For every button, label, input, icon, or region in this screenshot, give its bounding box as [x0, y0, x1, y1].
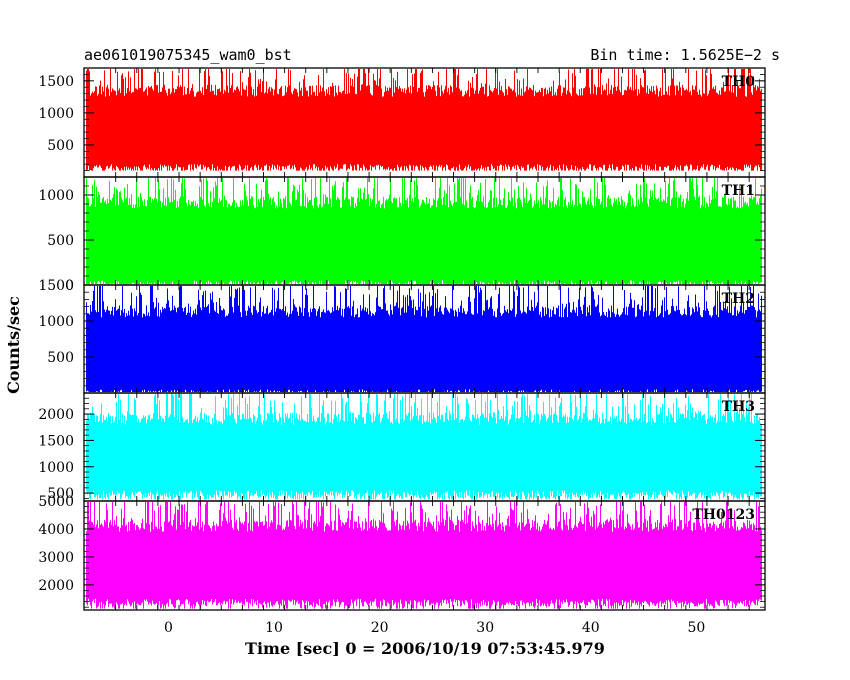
bin-time-label: Bin time: 1.5625E−2 s [590, 46, 780, 64]
y-tick-label: 1500 [38, 74, 74, 90]
panel-name: TH3 [722, 399, 755, 415]
series-th1 [86, 178, 762, 284]
y-tick-label: 4000 [38, 522, 74, 538]
panel-name: TH1 [722, 183, 755, 199]
panel-th0: 500 1000 1500 TH0 [38, 67, 766, 178]
x-tick-label: 30 [476, 620, 494, 636]
y-tick-label: 500 [47, 233, 74, 249]
series-th2 [86, 286, 762, 392]
panel-th1: 0 500 1000 TH1 [38, 176, 766, 294]
y-axis-label: Counts/sec [4, 296, 23, 394]
y-tick-label: 1500 [38, 278, 74, 294]
panel-name: TH0123 [692, 507, 755, 523]
y-tick-label: 1000 [38, 314, 74, 330]
panel-frame [83, 500, 766, 611]
y-tick-label: 5000 [38, 494, 74, 510]
y-tick-label: 500 [47, 138, 74, 154]
series-th0 [86, 69, 762, 171]
x-axis-label: Time [sec] 0 = 2006/10/19 07:53:45.979 [245, 639, 605, 658]
panel-th2: 500 1000 1500 TH2 [38, 278, 766, 394]
x-tick-label: 20 [371, 620, 389, 636]
y-tick-label: 2000 [38, 407, 74, 423]
x-tick-label: 50 [687, 620, 705, 636]
y-tick-label: 1000 [38, 460, 74, 476]
x-tick-label: 40 [582, 620, 600, 636]
series-th3 [86, 394, 762, 500]
panel-th3: 500 1000 1500 2000 TH3 [38, 392, 766, 502]
panel-th0123: 2000 3000 4000 5000 TH0123 [38, 494, 766, 611]
panel-name: TH0 [722, 74, 756, 90]
panel-name: TH2 [722, 291, 755, 307]
y-tick-label: 3000 [38, 550, 74, 566]
y-tick-label: 500 [47, 350, 74, 366]
x-axis: 0 10 20 30 40 50 [164, 620, 705, 636]
y-tick-label: 1000 [38, 188, 74, 204]
y-tick-label: 500 [47, 486, 74, 502]
chart-title: ae061019075345_wam0_bst [84, 46, 292, 64]
x-tick-label: 10 [265, 620, 283, 636]
y-tick-label: 1500 [38, 433, 74, 449]
x-tick-label: 0 [164, 620, 173, 636]
y-tick-label: 0 [65, 278, 74, 294]
y-tick-label: 1000 [38, 106, 74, 122]
series-th0123 [86, 502, 762, 609]
y-tick-label: 2000 [38, 578, 74, 594]
